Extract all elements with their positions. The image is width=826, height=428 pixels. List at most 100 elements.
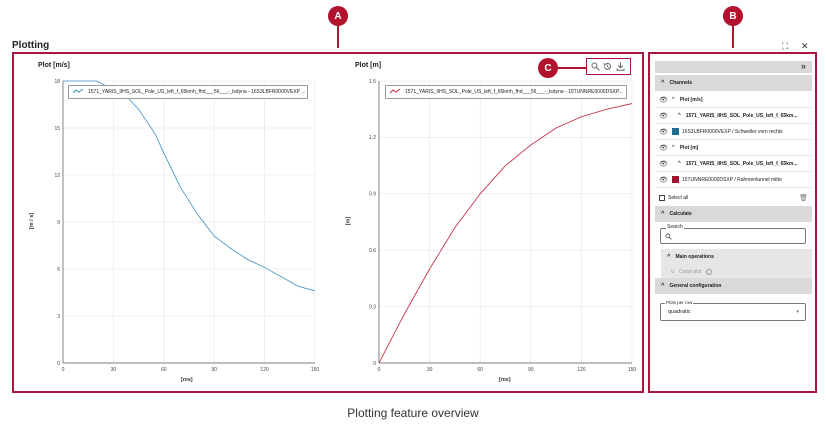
chevron-up-icon[interactable]: ^ [671, 96, 675, 103]
general-config-label: General configuration [669, 283, 722, 289]
plot2-ylabel: [m] [345, 216, 352, 226]
plot2-xlabel: [ms] [499, 377, 511, 383]
channels-section[interactable]: ^ Channels [655, 75, 812, 91]
eye-icon[interactable]: 👁 [659, 176, 668, 184]
cross-plot-label: Cross plot [679, 269, 702, 275]
plot1-ytick-label: 6 [57, 267, 60, 273]
plot2-xtick-label: 60 [477, 367, 483, 373]
plot2-ytick-label: 0.3 [369, 304, 376, 310]
chevron-up-icon[interactable]: ^ [677, 160, 681, 167]
group1-channel-row[interactable]: 👁 16S3LBFR0000VEXP / Schweller vorn rech… [655, 124, 812, 140]
eye-icon[interactable]: 👁 [659, 112, 668, 120]
plot1-ytick-label: 18 [54, 79, 60, 85]
plot1-xtick-label: 30 [111, 367, 117, 373]
main-operations-section[interactable]: ^ Main operations [661, 249, 812, 265]
group2-sim-label: 1571_YARIS_IIHS_SOL_Pole_US_left_f_65km.… [685, 160, 798, 167]
plot1-ytick-label: 3 [57, 314, 60, 320]
eye-icon[interactable]: 👁 [659, 128, 668, 136]
plot2-xtick-label: 0 [378, 367, 381, 373]
chevron-down-icon: v [671, 269, 674, 275]
group2-channel-row[interactable]: 👁 15TUNNRE0000DSXP / Rahmentunnel mitte [655, 172, 812, 188]
plot2-legend[interactable]: 1571_YARIS_IIHS_SOL_Pole_US_left_f_65kmh… [385, 85, 627, 99]
group2-sim-row[interactable]: 👁 ^ 1571_YARIS_IIHS_SOL_Pole_US_left_f_6… [655, 156, 812, 172]
chevron-up-icon[interactable]: ^ [677, 112, 681, 119]
chevron-up-icon: ^ [661, 211, 665, 217]
plot2-xtick-label: 150 [628, 367, 637, 373]
close-icon[interactable]: ✕ [801, 41, 809, 51]
page-title: Plotting [12, 40, 50, 51]
chevron-up-icon[interactable]: ^ [671, 144, 675, 151]
search-input[interactable]: Search [660, 224, 806, 244]
plots-per-row-legend: Plots per row [665, 300, 694, 305]
callout-b-line [732, 26, 734, 48]
plot2-series-line [378, 103, 633, 364]
group1-sim-label: 1571_YARIS_IIHS_SOL_Pole_US_left_f_65km.… [685, 112, 798, 119]
plot2-xtick-label: 120 [577, 367, 586, 373]
calculate-label: Calculate [669, 211, 692, 217]
eye-icon[interactable]: 👁 [659, 144, 668, 152]
side-panel-frame [648, 52, 817, 393]
plot1-ytick-label: 12 [54, 173, 60, 179]
plot1-legend-label: 1571_YARIS_IIHS_SOL_Pole_US_left_f_65kmh… [88, 89, 306, 95]
legend-line-icon [72, 88, 84, 96]
figure-caption: Plotting feature overview [347, 406, 479, 420]
search-icon [665, 233, 672, 240]
info-icon[interactable]: i [705, 269, 712, 275]
general-config-section[interactable]: ^ General configuration [655, 278, 812, 294]
select-all-checkbox[interactable] [659, 195, 665, 201]
panel-header [655, 61, 812, 73]
group1-channel-label: 16S3LBFR0000VEXP / Schweller vorn rechts [681, 128, 783, 135]
search-legend: Search [666, 224, 684, 230]
plot1-ytick-label: 0 [57, 361, 60, 367]
callout-b: B [723, 6, 743, 26]
callout-a-line [337, 26, 339, 48]
group2-row[interactable]: 👁 ^ Plot [m] [655, 140, 812, 156]
group2-label: Plot [m] [679, 144, 699, 151]
channel-color-swatch[interactable] [671, 176, 679, 183]
plot1-xtick-label: 60 [161, 367, 167, 373]
chevron-up-icon: ^ [667, 254, 671, 260]
chevron-up-icon: ^ [661, 80, 665, 86]
group1-label: Plot [m/s] [679, 96, 703, 103]
plot1-xlabel: [ms] [181, 377, 193, 383]
eye-icon[interactable]: 👁 [659, 160, 668, 168]
plot2-ytick-label: 0.6 [369, 248, 376, 254]
select-all-row[interactable]: Select all 🗑 [655, 190, 812, 206]
plot2-ytick-label: 0 [373, 361, 376, 367]
calculate-section[interactable]: ^ Calculate [655, 206, 812, 222]
group1-row[interactable]: 👁 ^ Plot [m/s] [655, 92, 812, 108]
history-icon[interactable] [603, 62, 612, 71]
channel-color-swatch[interactable] [671, 128, 679, 135]
callout-c-line [558, 67, 586, 69]
channels-label: Channels [669, 80, 693, 86]
group1-sim-row[interactable]: 👁 ^ 1571_YARIS_IIHS_SOL_Pole_US_left_f_6… [655, 108, 812, 124]
plot1-series-line [63, 80, 316, 292]
plot1-xtick-label: 150 [311, 367, 320, 373]
plot1-xtick-label: 0 [62, 367, 65, 373]
legend-line-icon [389, 88, 401, 96]
plot1-ytick-label: 15 [54, 126, 60, 132]
plot1-legend[interactable]: 1571_YARIS_IIHS_SOL_Pole_US_left_f_65kmh… [68, 85, 308, 99]
plot2-xtick-label: 90 [528, 367, 534, 373]
plot1-xtick-label: 120 [260, 367, 269, 373]
trash-icon[interactable]: 🗑 [799, 195, 808, 202]
eye-icon[interactable]: 👁 [659, 96, 668, 104]
collapse-panel-icon[interactable]: » [801, 61, 807, 71]
plot1-ylabel: [m / s] [29, 212, 36, 230]
plots-per-row-select[interactable]: Plots per row quadratic ▾ [660, 300, 806, 321]
plot2-xtick-label: 30 [427, 367, 433, 373]
download-icon[interactable] [616, 62, 625, 71]
group2-channel-label: 15TUNNRE0000DSXP / Rahmentunnel mitte [681, 176, 782, 183]
callout-a: A [328, 6, 348, 26]
plots-area-frame [12, 52, 644, 393]
plot2-legend-label: 1571_YARIS_IIHS_SOL_Pole_US_left_f_65kmh… [405, 89, 623, 95]
expand-icon[interactable]: ⛶ [782, 41, 789, 51]
select-all-label: Select all [668, 195, 689, 201]
plot1-xtick-label: 90 [211, 367, 217, 373]
plot1-ytick-label: 9 [57, 220, 60, 226]
plot1-title: Plot [m/s] [38, 62, 70, 69]
callout-c: C [538, 58, 558, 78]
cross-plot-row[interactable]: v Cross plot i [661, 264, 812, 280]
search-icon[interactable] [591, 62, 600, 71]
plot2-ytick-label: 0.9 [369, 192, 376, 198]
